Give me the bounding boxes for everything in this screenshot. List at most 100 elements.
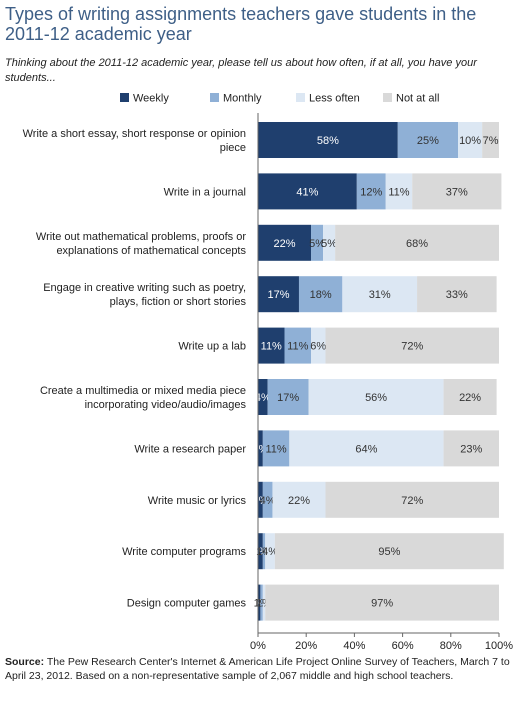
data-label: 18% [310, 289, 332, 301]
source-label: Source: [5, 656, 45, 668]
data-label: 5% [321, 238, 337, 250]
bar-segment [289, 430, 444, 467]
chart-title: Types of writing assignments teachers ga… [5, 4, 477, 44]
data-label: 97% [371, 598, 393, 610]
bar-segment [356, 173, 386, 210]
data-label: 31% [369, 289, 391, 301]
data-label: 4% [262, 546, 278, 558]
data-label: 5% [309, 238, 325, 250]
bar-segment [272, 481, 326, 518]
bar-segment [258, 224, 312, 261]
bar-segment [258, 481, 263, 518]
data-label: 41% [296, 186, 318, 198]
data-label: 11% [287, 341, 308, 353]
bar-segment [262, 584, 266, 621]
category-label: Write out mathematical problems, proofs … [36, 231, 246, 243]
bar-segment [258, 533, 263, 570]
data-label: 22% [288, 495, 310, 507]
bar-segment [311, 224, 324, 261]
bar-segment [443, 430, 499, 467]
data-label: 17% [277, 392, 299, 404]
bar-segment [412, 173, 502, 210]
bar-segment [323, 224, 336, 261]
x-tick-label: 80% [440, 640, 462, 650]
legend-swatch [296, 93, 305, 102]
x-tick-label: 40% [343, 640, 365, 650]
chart-subtitle: Thinking about the 2011-12 academic year… [5, 57, 477, 84]
bar-segment [311, 327, 326, 364]
bar-segment [258, 327, 285, 364]
data-label: 68% [406, 238, 428, 250]
bar-segment [258, 379, 268, 415]
category-label: Write in a journal [164, 186, 246, 198]
legend-swatch [210, 93, 219, 102]
stacked-bar-chart: Weekly Monthly Less often Not at all Write a… [23, 93, 514, 651]
bar-segment [258, 173, 357, 210]
bar-segment [335, 224, 499, 261]
bar-segment [325, 327, 499, 364]
data-label: 72% [401, 341, 423, 353]
data-label: 7% [483, 135, 499, 147]
bar-segment [260, 584, 263, 621]
bar-segment [274, 533, 504, 570]
bar-segment [258, 584, 261, 621]
category-label: piece [220, 142, 246, 154]
data-label: 4% [255, 392, 271, 404]
data-label: 17% [267, 289, 289, 301]
data-label: 22% [459, 392, 481, 404]
data-label: 11% [388, 186, 409, 198]
bar-segment [417, 276, 497, 313]
legend-label: Not at all [396, 93, 439, 105]
data-label: 6% [310, 341, 326, 353]
bar-segment [298, 276, 343, 313]
bar-segment [267, 379, 309, 415]
category-label: Design computer games [127, 598, 247, 610]
legend-label: Monthly [223, 93, 262, 105]
data-label: 25% [417, 135, 439, 147]
data-label: 4% [260, 495, 276, 507]
bar-segment [258, 276, 299, 313]
legend-swatch [383, 93, 392, 102]
data-label: 22% [273, 238, 295, 250]
bar-segment [397, 122, 459, 158]
source-note: Source: The Pew Research Center's Intern… [5, 655, 525, 683]
data-label: 58% [317, 135, 339, 147]
bar-segment [258, 122, 398, 158]
category-label: plays, fiction or short stories [110, 296, 247, 308]
bar-segment [262, 481, 273, 518]
data-label: 72% [401, 495, 423, 507]
data-label: 11% [265, 443, 286, 455]
data-label: 23% [460, 443, 482, 455]
bar-segment [265, 584, 499, 621]
bar-segment [258, 430, 263, 467]
category-label: Engage in creative writing such as poetr… [43, 282, 246, 294]
category-label: Write a short essay, short response or o… [23, 128, 246, 140]
x-tick-label: 60% [392, 640, 414, 650]
data-label: 11% [261, 341, 282, 353]
category-label: Create a multimedia or mixed media piece [40, 385, 246, 397]
legend-label: Weekly [133, 93, 169, 105]
bar-segment [325, 481, 499, 518]
bar-segment [262, 533, 266, 570]
bar-segment [385, 173, 413, 210]
bar-segment [262, 430, 290, 467]
bar-segment [458, 122, 483, 158]
legend-label: Less often [309, 93, 360, 105]
data-label: 56% [365, 392, 387, 404]
x-tick-label: 100% [485, 640, 513, 650]
bar-segment [342, 276, 418, 313]
bar-segment [482, 122, 499, 158]
category-label: Write computer programs [122, 546, 246, 558]
data-label: 37% [446, 186, 468, 198]
bar-segment [443, 379, 497, 415]
category-label: Write up a lab [178, 341, 246, 353]
legend-swatch [120, 93, 129, 102]
bar-segment [284, 327, 312, 364]
x-tick-label: 20% [295, 640, 317, 650]
data-label: 33% [446, 289, 468, 301]
category-label: incorporating video/audio/images [85, 399, 247, 411]
bar-segment [308, 379, 444, 415]
data-label: 12% [360, 186, 382, 198]
data-label: 10% [459, 135, 481, 147]
data-label: 95% [378, 546, 400, 558]
